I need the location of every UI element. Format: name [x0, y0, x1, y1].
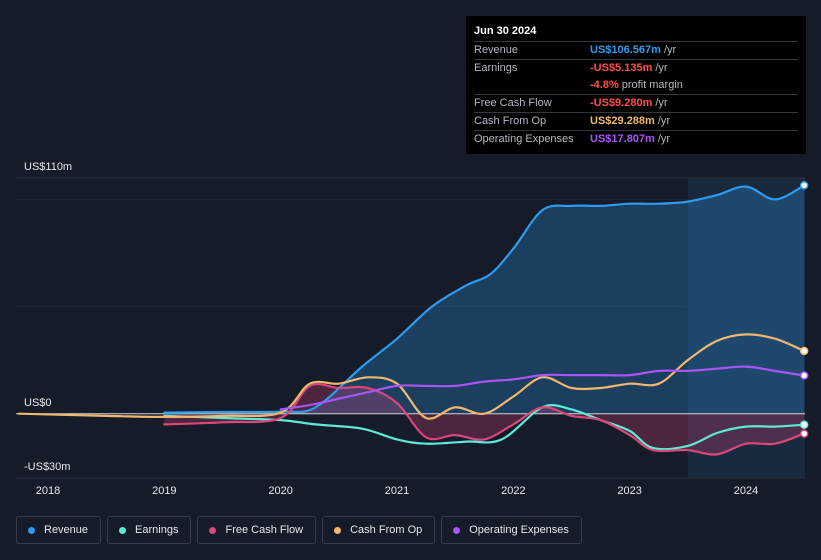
operating-expenses-endpoint	[799, 371, 809, 380]
x-axis-ticks: 2018 2019 2020 2021 2022 2023 2024	[36, 485, 758, 497]
free-cash-flow-line	[163, 382, 806, 456]
tooltip-value: US$29.288m	[590, 115, 655, 127]
legend-item-free-cash-flow[interactable]: Free Cash Flow	[197, 516, 317, 544]
tooltip-label: Free Cash Flow	[474, 97, 552, 109]
tooltip-label: Cash From Op	[474, 115, 547, 127]
revenue-area	[164, 185, 805, 414]
legend-item-operating-expenses[interactable]: Operating Expenses	[441, 516, 582, 544]
tooltip-value: -US$9.280m	[590, 97, 653, 109]
tooltip-value: -US$5.135m	[590, 62, 653, 74]
x-tick-2020: 2020	[268, 485, 292, 497]
tooltip-label: Revenue	[474, 44, 519, 56]
x-tick-2018: 2018	[36, 485, 60, 497]
highlight-band	[687, 178, 805, 478]
earnings-endpoint	[799, 420, 809, 429]
tooltip-row-profit-margin: -4.8% profit margin	[474, 77, 798, 95]
revenue-line	[163, 184, 806, 414]
operating-expenses-line	[279, 365, 806, 411]
free-cash-flow-dot-icon	[209, 526, 217, 534]
series-lines	[17, 184, 806, 456]
tooltip-unit: /yr	[663, 44, 677, 56]
x-tick-2021: 2021	[385, 485, 409, 497]
revenue-dot-icon	[28, 526, 35, 534]
tooltip-unit: /yr	[657, 115, 671, 127]
x-tick-2024: 2024	[734, 485, 758, 497]
operating-expenses-dot-icon	[453, 526, 461, 534]
tooltip-unit: /yr	[655, 97, 668, 109]
legend-label: Earnings	[135, 524, 179, 536]
tooltip-date: Jun 30 2024	[474, 24, 798, 42]
legend-label: Operating Expenses	[469, 524, 569, 536]
tooltip-label: Operating Expenses	[474, 133, 574, 145]
tooltip-value: -4.8%	[590, 79, 619, 91]
cash-from-op-line	[17, 333, 806, 420]
legend-item-earnings[interactable]: Earnings	[107, 516, 192, 544]
legend-label: Free Cash Flow	[225, 524, 304, 536]
cash-from-op-dot-icon	[334, 526, 342, 534]
legend-label: Revenue	[44, 524, 89, 536]
tooltip-label: Earnings	[474, 62, 518, 74]
earnings-dot-icon	[119, 526, 127, 534]
cash-from-op-endpoint	[799, 346, 809, 356]
legend-item-revenue[interactable]: Revenue	[16, 516, 102, 544]
legend-label: Cash From Op	[350, 524, 423, 536]
tooltip-value: US$106.567m	[590, 44, 661, 56]
y-label-top: US$110m	[24, 161, 72, 173]
tooltip-row-operating-expenses: Operating Expenses US$17.807m /yr	[474, 131, 798, 148]
revenue-endpoint	[799, 181, 809, 190]
x-tick-2019: 2019	[152, 485, 176, 497]
x-tick-2023: 2023	[617, 485, 641, 497]
tooltip-row-revenue: Revenue US$106.567m /yr	[474, 42, 798, 60]
tooltip-unit: /yr	[655, 62, 668, 74]
tooltip-row-earnings: Earnings -US$5.135m /yr	[474, 60, 798, 77]
x-tick-2022: 2022	[501, 485, 525, 497]
y-label-bottom: -US$30m	[24, 461, 70, 473]
series-endpoints	[799, 181, 809, 438]
tooltip-row-cash-from-op: Cash From Op US$29.288m /yr	[474, 113, 798, 131]
legend: Revenue Earnings Free Cash Flow Cash Fro…	[16, 516, 582, 544]
free-cash-flow-endpoint	[799, 429, 809, 438]
tooltip-unit: profit margin	[621, 79, 683, 91]
tooltip-value: US$17.807m	[590, 133, 655, 145]
tooltip: Jun 30 2024 Revenue US$106.567m /yr Earn…	[466, 16, 806, 154]
legend-item-cash-from-op[interactable]: Cash From Op	[322, 516, 436, 544]
tooltip-label	[474, 77, 590, 94]
tooltip-row-free-cash-flow: Free Cash Flow -US$9.280m /yr	[474, 95, 798, 113]
tooltip-unit: /yr	[657, 133, 671, 145]
y-label-zero: US$0	[24, 397, 52, 409]
